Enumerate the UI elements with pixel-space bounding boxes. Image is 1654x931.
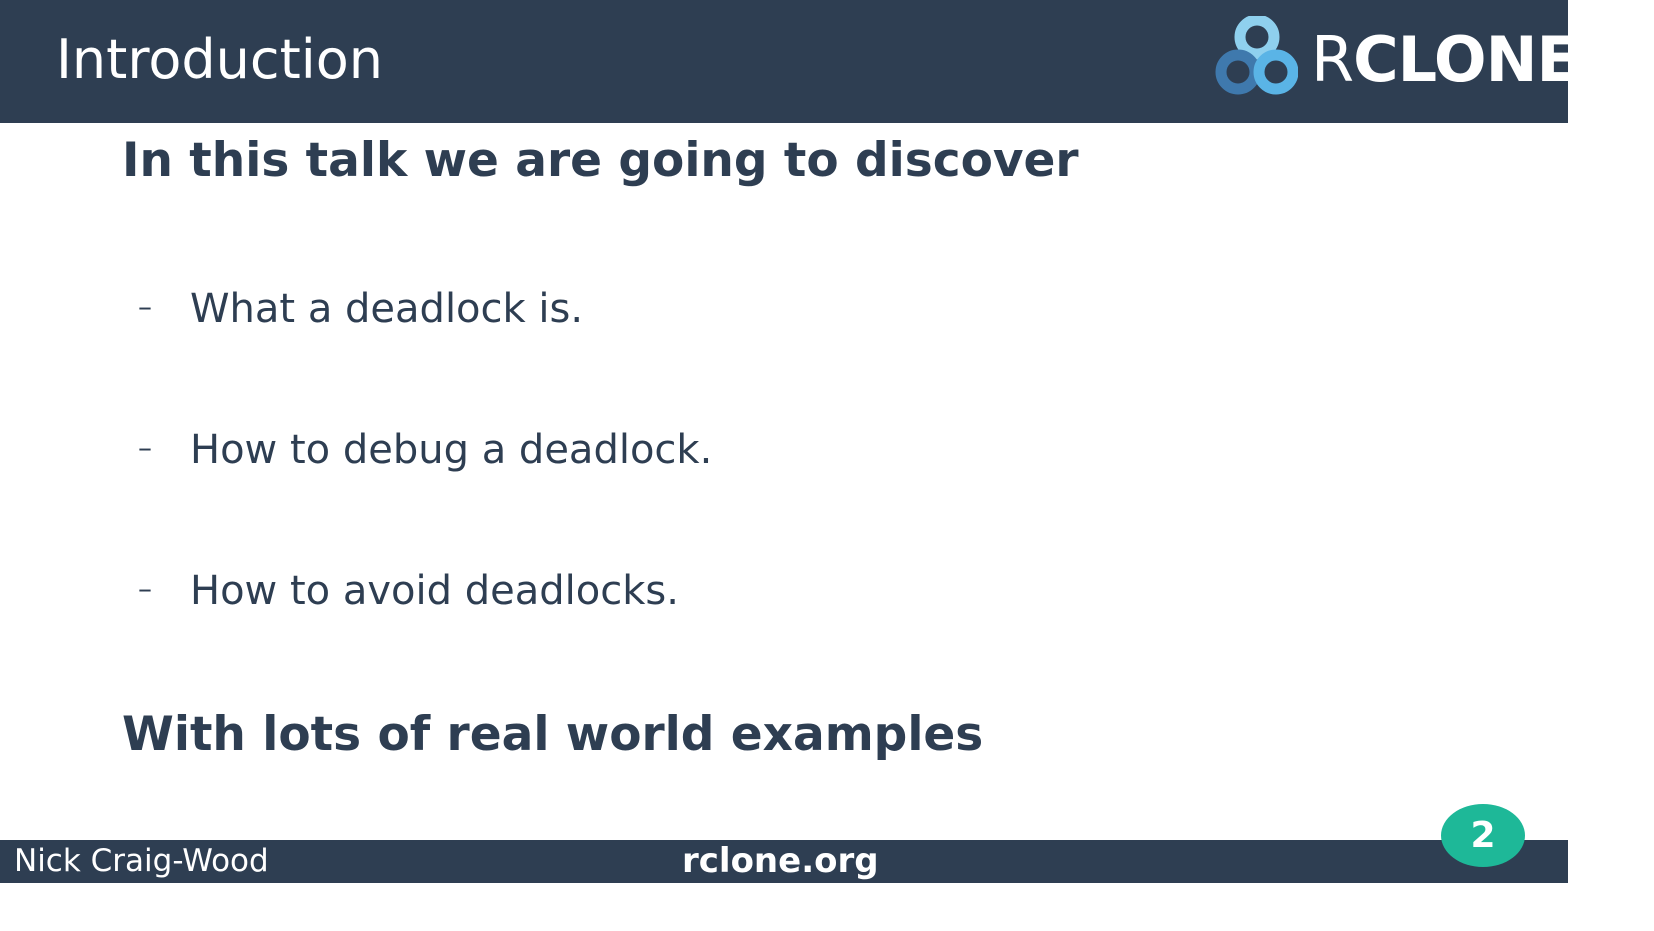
logo-wordmark: RCLONE xyxy=(1311,23,1579,97)
page-number-badge: 2 xyxy=(1441,804,1525,867)
bullet-dash: – xyxy=(138,290,152,323)
heading-examples: With lots of real world examples xyxy=(122,707,984,762)
bullet-item: – How to avoid deadlocks. xyxy=(138,567,679,615)
bullet-item: – What a deadlock is. xyxy=(138,285,583,333)
footer-site-link: rclone.org xyxy=(682,841,879,881)
heading-discover: In this talk we are going to discover xyxy=(122,133,1079,188)
rclone-logo: RCLONE xyxy=(1212,16,1579,98)
bullet-text: How to avoid deadlocks. xyxy=(190,568,679,614)
footer-author: Nick Craig-Wood xyxy=(14,843,269,879)
rclone-logo-icon xyxy=(1215,16,1298,95)
footer-bar: Nick Craig-Wood rclone.org xyxy=(0,840,1568,883)
bullet-text: What a deadlock is. xyxy=(190,286,584,332)
header-bar: Introduction RCLONE xyxy=(0,0,1579,123)
bullet-text: How to debug a deadlock. xyxy=(190,427,713,473)
bullet-dash: – xyxy=(138,572,152,605)
slide-title: Introduction xyxy=(56,28,384,91)
bullet-dash: – xyxy=(138,431,152,464)
slide: Introduction RCLONE In this talk we are … xyxy=(0,0,1579,883)
bullet-item: – How to debug a deadlock. xyxy=(138,426,712,474)
logo-wordmark-rest: CLONE xyxy=(1353,23,1579,96)
logo-wordmark-prefix: R xyxy=(1311,23,1354,96)
